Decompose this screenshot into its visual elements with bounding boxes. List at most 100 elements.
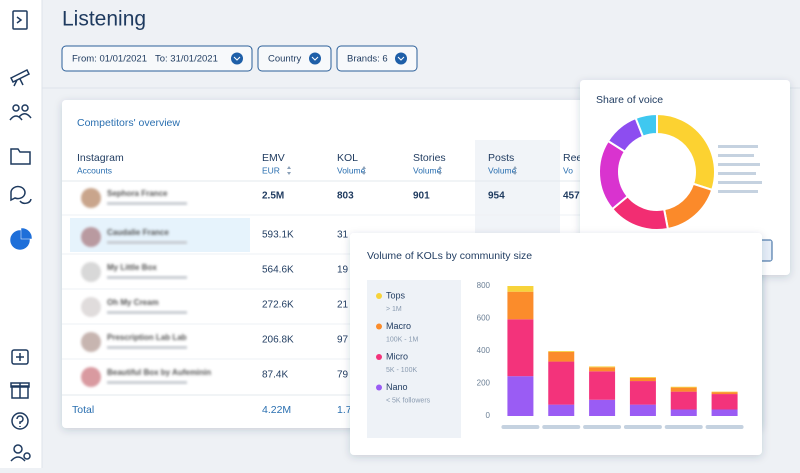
column-header: Instagram	[77, 152, 124, 164]
bar-segment	[507, 292, 533, 320]
account-handle	[107, 241, 187, 244]
page-title: Listening	[62, 8, 146, 31]
account-name: Oh My Cream	[107, 298, 159, 307]
bar-segment	[630, 405, 656, 416]
category-placeholder	[706, 425, 744, 429]
legend-sublabel: 5K - 100K	[386, 367, 417, 374]
dropdown-icon	[309, 53, 321, 65]
dropdown-icon	[395, 53, 407, 65]
to-date: To: 31/01/2021	[155, 54, 218, 65]
cell: 593.1K	[262, 230, 294, 241]
y-tick-label: 200	[477, 379, 491, 388]
cell: 803	[337, 191, 354, 202]
column-subheader: Volume	[337, 165, 366, 175]
sidebar	[0, 0, 42, 468]
category-placeholder	[665, 425, 703, 429]
legend-label: Nano	[386, 382, 408, 392]
bar-segment	[630, 381, 656, 405]
legend-sublabel: 100K - 1M	[386, 336, 418, 343]
cell: 564.6K	[262, 265, 294, 276]
kol-volume-card: Volume of KOLs by community size 0200400…	[350, 233, 762, 455]
column-header: Stories	[413, 152, 446, 164]
bar-segment	[507, 286, 533, 292]
account-handle	[107, 276, 187, 279]
bar-segment	[507, 376, 533, 416]
column-subheader: Volume	[413, 165, 442, 175]
avatar	[81, 227, 101, 247]
total-cell: 4.22M	[262, 404, 291, 416]
category-placeholder	[583, 425, 621, 429]
legend-swatch	[376, 354, 382, 360]
y-tick-label: 800	[477, 281, 491, 290]
category-placeholder	[542, 425, 580, 429]
legend-label: Micro	[386, 351, 408, 361]
column-header: Posts	[488, 152, 514, 164]
account-name: Caudalie France	[107, 228, 169, 237]
legend-swatch	[376, 385, 382, 391]
dropdown-icon	[231, 53, 243, 65]
cell: 457	[563, 191, 580, 202]
bar-segment	[507, 319, 533, 376]
y-tick-label: 400	[477, 346, 491, 355]
cell: 19	[337, 265, 349, 276]
account-handle	[107, 311, 187, 314]
avatar	[81, 297, 101, 317]
column-subheader: Accounts	[77, 165, 112, 175]
bar-segment	[630, 378, 656, 381]
avatar	[81, 332, 101, 352]
bar-segment	[671, 392, 697, 410]
bar-segment	[712, 392, 738, 394]
bar-segment	[630, 377, 656, 378]
column-subheader: Volume	[488, 165, 517, 175]
y-tick-label: 600	[477, 314, 491, 323]
bar-segment	[589, 367, 615, 371]
bar-segment	[712, 394, 738, 409]
brands-label: Brands: 6	[347, 54, 388, 65]
cell: 206.8K	[262, 335, 294, 346]
column-subheader: EUR	[262, 165, 280, 175]
cell: 901	[413, 191, 430, 202]
bar-segment	[589, 400, 615, 416]
bar-segment	[548, 352, 574, 362]
cell: 954	[488, 191, 505, 202]
bar-segment	[712, 410, 738, 417]
legend-label: Macro	[386, 321, 411, 331]
account-name: Sephora France	[107, 189, 168, 198]
account-name: Prescription Lab Lab	[107, 333, 187, 342]
account-handle	[107, 202, 187, 205]
cell: 31	[337, 230, 349, 241]
from-date: From: 01/01/2021	[72, 54, 147, 65]
account-name: Beautiful Box by Aufeminin	[107, 368, 211, 377]
account-handle	[107, 346, 187, 349]
cell: 2.5M	[262, 191, 284, 202]
cell: 87.4K	[262, 370, 288, 381]
bar-segment	[671, 387, 697, 388]
column-header: EMV	[262, 152, 285, 164]
bar-segment	[548, 405, 574, 416]
filters: From: 01/01/2021 To: 31/01/2021 Country …	[62, 46, 417, 71]
category-placeholder	[501, 425, 539, 429]
total-label: Total	[72, 404, 94, 416]
legend-swatch	[376, 293, 382, 299]
legend-sublabel: > 1M	[386, 306, 402, 313]
category-placeholder	[624, 425, 662, 429]
account-handle	[107, 381, 187, 384]
avatar	[81, 367, 101, 387]
column-header: Ree	[563, 152, 582, 164]
column-subheader: Vo	[563, 165, 573, 175]
bar-segment	[671, 410, 697, 417]
cell: 97	[337, 335, 349, 346]
legend-swatch	[376, 324, 382, 330]
card-title: Share of voice	[596, 94, 663, 106]
bar-segment	[548, 351, 574, 352]
bar-segment	[548, 362, 574, 405]
card-title: Competitors' overview	[77, 117, 180, 129]
account-name: My Little Box	[107, 263, 157, 272]
bar-segment	[589, 371, 615, 399]
legend-sublabel: < 5K followers	[386, 397, 431, 404]
total-cell: 1.7	[337, 404, 352, 416]
cell: 21	[337, 300, 349, 311]
avatar	[81, 262, 101, 282]
